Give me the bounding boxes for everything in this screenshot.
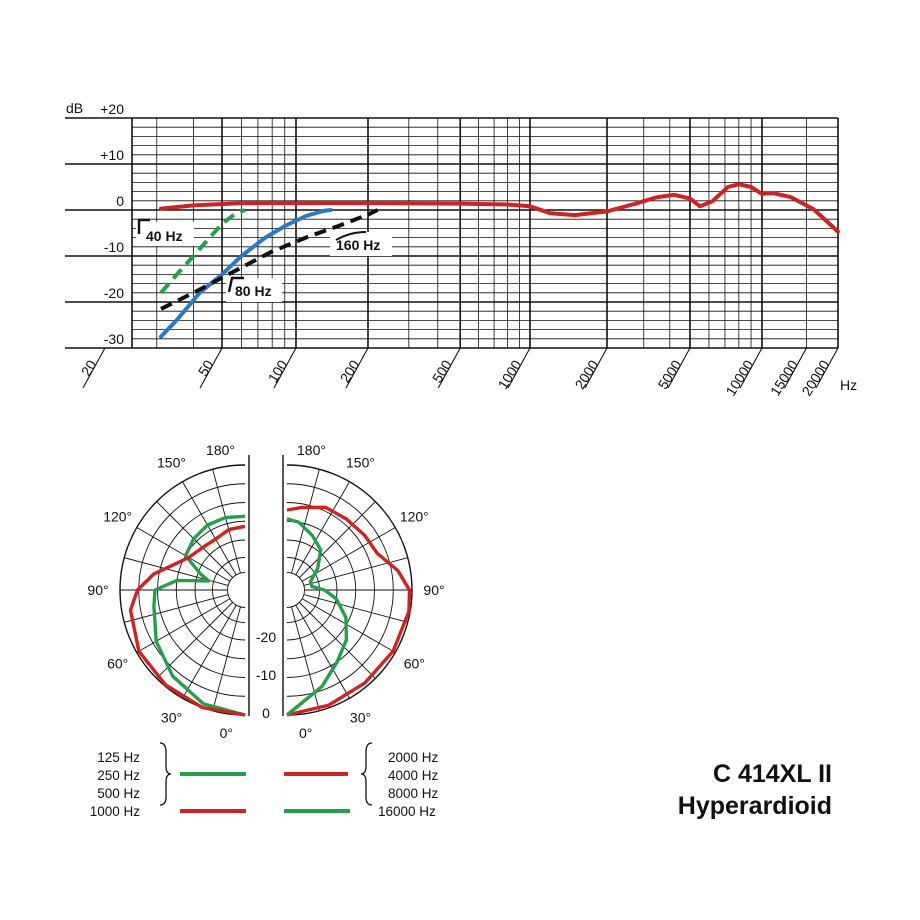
polar-spoke [303, 594, 408, 623]
polar-spoke [301, 598, 396, 653]
polar-angle-label: 30° [350, 709, 371, 725]
polar-spoke [136, 598, 231, 653]
tag-80hz: 80 Hz [226, 276, 282, 302]
tag-160hz: 160 Hz [330, 231, 392, 256]
x-tick-mark [82, 347, 106, 389]
tag-80hz-label: 80 Hz [235, 283, 272, 299]
polar-angle-label: 0° [299, 725, 312, 741]
polar-angle-label: 90° [423, 582, 444, 598]
y-tick-label: 0 [116, 193, 124, 209]
x-tick-mark [507, 347, 531, 389]
polar-spoke [295, 604, 350, 699]
polar-curve-low-freq [152, 514, 246, 717]
pattern-name: Hyperardioid [678, 792, 832, 820]
x-tick-mark [437, 347, 461, 389]
legend-left-brace [159, 742, 172, 806]
legend-250: 250 Hz [97, 768, 140, 783]
polar-angle-label: 150° [346, 455, 375, 471]
x-tick-label: 50 [195, 357, 217, 379]
y-tick-label: +20 [100, 101, 124, 117]
x-tick-mark [739, 347, 763, 389]
x-tick-mark [783, 347, 807, 389]
tag-160hz-label: 160 Hz [336, 237, 380, 253]
x-tick-mark [199, 347, 223, 389]
polar-spoke [212, 606, 241, 711]
polar-radial-label: -10 [256, 667, 276, 683]
y-tick-label: +10 [100, 147, 124, 163]
series-80hz-rolloff [159, 208, 333, 339]
polar-angle-label: 180° [206, 442, 235, 458]
polar-radial-label: -20 [256, 629, 276, 645]
frequency-curves [159, 182, 840, 339]
series-160hz-rolloff [160, 208, 379, 311]
polar-spoke [212, 469, 241, 574]
x-tick-mark [345, 347, 369, 389]
legend-125: 125 Hz [97, 750, 140, 765]
polar-spoke [301, 527, 396, 582]
legend: 125 Hz 250 Hz 500 Hz 1000 Hz 2000 Hz 400… [90, 742, 439, 819]
legend-1000: 1000 Hz [90, 804, 141, 819]
x-tick-label: 15000 [767, 357, 801, 399]
x-tick-label: 5000 [654, 357, 684, 392]
y-tick-label: -10 [104, 239, 124, 255]
polar-angle-label: 60° [404, 656, 425, 672]
x-tick-mark [815, 347, 839, 389]
x-tick-mark [273, 347, 297, 389]
polar-curve-1000hz [128, 524, 246, 717]
x-tick-label: 2000 [571, 357, 601, 392]
polar-spoke [299, 602, 376, 679]
polar-spoke [124, 594, 229, 623]
polar-spoke [295, 481, 350, 576]
tag-40hz-label: 40 Hz [146, 228, 183, 244]
polar-spoke [291, 469, 320, 574]
x-tick-mark [584, 347, 608, 389]
polar-curve-mid-freq [286, 505, 412, 717]
series-main-response [159, 182, 840, 234]
model-name: C 414XL II [713, 760, 832, 788]
y-axis-ticks: +20 +10 0 -10 -20 -30 [100, 101, 124, 347]
polar-pattern-diagram [119, 455, 413, 730]
polar-angle-label: 120° [103, 509, 132, 525]
x-axis-unit: Hz [840, 377, 857, 393]
polar-angle-label: 180° [297, 442, 326, 458]
legend-500: 500 Hz [97, 786, 140, 801]
x-tick-mark [667, 347, 691, 389]
x-tick-label: 1000 [494, 357, 524, 392]
x-tick-label: 10000 [722, 357, 756, 399]
polar-spoke [182, 481, 237, 576]
x-tick-label: 100 [265, 357, 291, 385]
x-tick-label: 500 [429, 357, 455, 385]
polar-angle-label: 150° [157, 455, 186, 471]
legend-16000: 16000 Hz [378, 804, 436, 819]
polar-gap [249, 455, 283, 730]
polar-angle-label: 0° [220, 725, 233, 741]
polar-spoke [136, 527, 231, 582]
legend-8000: 8000 Hz [388, 786, 439, 801]
polar-radial-label: 0 [262, 705, 270, 721]
y-axis-label: dB [66, 100, 83, 116]
polar-spoke [124, 557, 229, 586]
polar-angle-labels: 180° 150° 120° 90° 60° 30° 0° 180° 150° 120° 90° 60… [87, 442, 444, 741]
polar-angle-label: 30° [161, 709, 182, 725]
legend-4000: 4000 Hz [388, 768, 439, 783]
polar-angle-label: 120° [400, 509, 429, 525]
y-tick-label: -30 [104, 331, 124, 347]
series-40hz-rolloff [159, 208, 246, 295]
legend-2000: 2000 Hz [388, 750, 439, 765]
polar-ring [227, 572, 246, 608]
polar-angle-label: 90° [87, 582, 108, 598]
y-tick-label: -20 [104, 285, 124, 301]
x-tick-label: 20000 [798, 357, 832, 399]
x-tick-label: 20 [78, 357, 100, 379]
polar-angle-label: 60° [107, 656, 128, 672]
polar-spoke [182, 604, 237, 699]
polar-ring [286, 572, 305, 608]
legend-right-brace [360, 742, 373, 806]
polar-spoke [299, 501, 376, 578]
polar-curve-16000hz [285, 517, 349, 717]
tag-40hz: 40 Hz [136, 218, 194, 246]
x-tick-label: 200 [337, 357, 363, 385]
